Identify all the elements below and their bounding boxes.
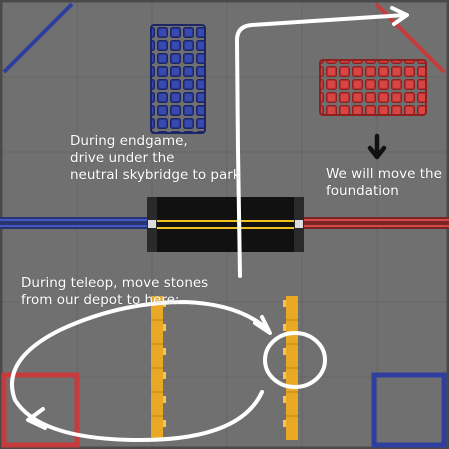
neutral-skybridge: [147, 197, 304, 252]
red-foundation: [319, 59, 427, 116]
blue-foundation: [150, 24, 206, 134]
park-arrowhead: [390, 6, 409, 26]
foundation-annotation: We will move the foundation: [326, 166, 442, 199]
teleop-loop-arrow: [10, 300, 270, 442]
black-down-arrow-icon: [367, 133, 387, 160]
park-path-arrow: [235, 13, 407, 278]
teleop-arrowhead-stones: [253, 315, 272, 335]
blue-depot-square: [371, 372, 447, 448]
white-freehand-arrow-icon: [10, 6, 409, 442]
target-circle: [263, 331, 327, 389]
teleop-annotation: During teleop, move stones from our depo…: [21, 275, 209, 308]
red-depot-square: [1, 372, 80, 448]
endgame-annotation: During endgame, drive under the neutral …: [70, 133, 241, 183]
teleop-arrowhead-depot: [26, 407, 47, 430]
blue-alliance-rail: [0, 217, 151, 229]
red-alliance-rail: [302, 217, 449, 229]
stone-row-left: [151, 296, 166, 440]
blue-corner-tape: [2, 2, 74, 74]
